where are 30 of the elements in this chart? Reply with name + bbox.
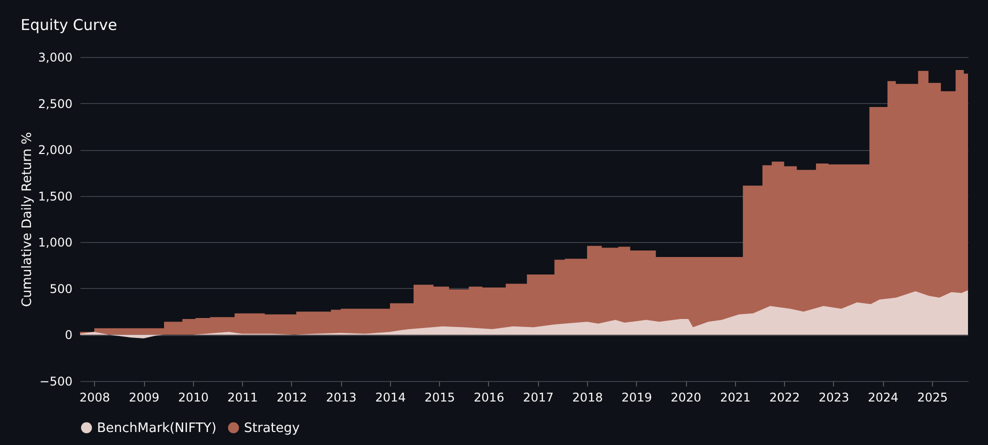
x-tick-label: 2025 <box>917 390 948 404</box>
x-tick-label: 2024 <box>868 390 898 404</box>
x-tick-label: 2022 <box>769 390 800 404</box>
x-tick-label: 2015 <box>424 390 455 404</box>
x-tick-label: 2021 <box>720 390 751 404</box>
x-tick-label: 2012 <box>276 390 308 404</box>
x-tick-label: 2018 <box>572 390 603 404</box>
x-tick-label: 2014 <box>375 390 406 404</box>
legend-label: BenchMark(NIFTY) <box>97 420 216 436</box>
y-tick-label: 1,000 <box>38 236 72 250</box>
y-tick-label: 3,000 <box>38 50 72 64</box>
x-tick-label: 2019 <box>622 390 652 404</box>
x-tick-label: 2009 <box>128 390 160 404</box>
x-tick-label: 2023 <box>818 390 850 404</box>
y-tick-label: 2,000 <box>38 143 72 158</box>
x-tick-label: 2010 <box>178 390 209 404</box>
legend-label: Strategy <box>244 420 300 436</box>
chart-title: Equity Curve <box>20 16 118 34</box>
x-tick-label: 2013 <box>326 390 357 404</box>
y-tick-label: 1,500 <box>38 189 72 204</box>
x-tick-label: 2017 <box>523 390 554 404</box>
y-axis-title: Cumulative Daily Return % <box>20 132 36 307</box>
x-tick-label: 2011 <box>227 390 258 404</box>
y-tick-label: 0 <box>64 328 72 342</box>
x-tick-label: 2016 <box>474 390 504 404</box>
y-tick-label: 2,500 <box>38 96 72 111</box>
y-tick-label: −500 <box>40 374 72 388</box>
x-tick-label: 2008 <box>80 390 110 404</box>
x-tick-label: 2020 <box>670 390 702 404</box>
y-tick-label: 500 <box>50 282 72 296</box>
